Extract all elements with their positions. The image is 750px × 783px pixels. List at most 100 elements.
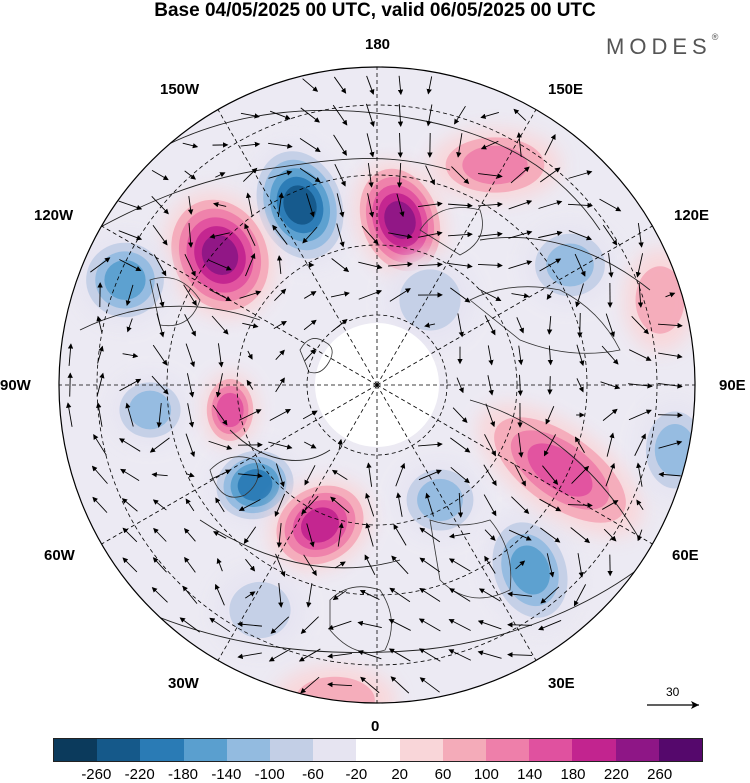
wind-arrow <box>448 262 473 269</box>
wind-arrow <box>119 259 142 271</box>
wind-arrow <box>152 557 167 573</box>
colorbar-swatch <box>356 739 400 761</box>
wind-arrow <box>213 531 227 539</box>
low-anomaly <box>384 254 476 346</box>
lon-label-150e: 150E <box>548 81 584 98</box>
meridian-line <box>101 225 378 386</box>
wind-arrow <box>367 193 375 218</box>
wind-arrow <box>304 441 317 449</box>
wind-arrow <box>360 676 380 694</box>
high-anomaly <box>202 372 258 448</box>
lon-label-60e: 60E <box>672 547 699 564</box>
wind-arrow <box>269 110 291 120</box>
wind-arrow <box>448 532 471 539</box>
wind-arrow <box>477 619 502 630</box>
wind-arrow <box>605 313 615 338</box>
colorbar-tick-label: -260 <box>81 766 112 783</box>
wind-arrow <box>242 322 259 329</box>
wind-arrow <box>478 588 501 602</box>
wind-arrow <box>606 432 615 457</box>
wind-arrow <box>303 319 317 331</box>
height-anomaly-field <box>77 129 695 703</box>
wind-arrow <box>575 283 584 308</box>
wind-arrow <box>484 555 496 574</box>
wind-arrow <box>151 196 169 215</box>
colorbar-tick-label: -140 <box>211 766 242 783</box>
wind-arrow <box>272 224 288 245</box>
wind-arrow <box>299 137 321 153</box>
wind-arrow <box>240 112 260 119</box>
wind-arrow <box>507 591 532 597</box>
colorbar-tick-label: -220 <box>124 766 155 783</box>
wind-arrow <box>393 523 407 546</box>
wind-arrow <box>208 440 233 450</box>
wind-arrow <box>187 223 194 248</box>
wind-arrow <box>418 648 441 662</box>
wind-arrow <box>216 558 223 572</box>
wind-arrow <box>546 316 553 335</box>
wind-arrow <box>516 317 524 334</box>
wind-arrow <box>245 558 256 572</box>
wind-arrow <box>426 76 433 95</box>
wind-arrow <box>396 492 403 517</box>
wind-arrow <box>396 193 405 218</box>
wind-arrow <box>153 254 167 277</box>
colorbar-tick-label: 180 <box>560 766 586 783</box>
lon-label-30e: 30E <box>548 675 575 692</box>
lon-label-30w: 30W <box>168 675 199 692</box>
wind-arrow <box>637 282 644 308</box>
coastlines <box>149 207 621 653</box>
wind-arrow <box>300 616 319 634</box>
wind-arrow <box>306 523 315 548</box>
wind-arrow <box>365 103 375 127</box>
wind-arrow <box>450 466 470 484</box>
meridian-line <box>376 109 537 386</box>
high-anomaly <box>163 190 277 320</box>
wind-arrow <box>540 527 561 543</box>
wind-arrow <box>419 677 440 693</box>
wind-arrow <box>484 315 496 336</box>
wind-arrow <box>450 437 471 453</box>
colorbar-tick-label: -100 <box>254 766 285 783</box>
wind-arrow <box>182 585 198 604</box>
wind-arrow <box>298 648 321 662</box>
wind-arrow <box>209 289 232 301</box>
wind-arrow <box>608 253 614 278</box>
wind-arrow <box>156 403 162 428</box>
wind-arrow <box>508 260 533 270</box>
wind-arrow <box>276 523 282 548</box>
colorbar-swatch <box>54 739 98 761</box>
wind-arrow <box>364 554 376 576</box>
wind-arrow <box>397 103 404 127</box>
wind-arrow <box>186 373 195 398</box>
wind-arrow <box>337 522 344 547</box>
wind-arrow <box>629 349 652 361</box>
wind-arrow <box>477 650 502 659</box>
wind-arrow <box>628 409 652 421</box>
wind-arrow <box>602 224 618 246</box>
wind-arrow <box>508 230 533 239</box>
contour-line <box>229 429 331 461</box>
wind-arrow <box>391 555 409 575</box>
colorbar-tick-label: -180 <box>167 766 199 783</box>
lon-label-90e: 90E <box>719 377 746 394</box>
wind-arrow <box>542 465 559 486</box>
wind-arrow <box>268 142 293 149</box>
wind-arrow <box>120 468 140 482</box>
lon-label-90w: 90W <box>0 377 31 394</box>
wind-arrow <box>245 253 256 277</box>
wind-arrow <box>92 496 108 513</box>
lon-label-120e: 120E <box>674 207 710 224</box>
map-boundary <box>58 66 696 704</box>
wind-arrow <box>126 318 133 333</box>
wind-arrow <box>546 290 554 300</box>
wind-arrow <box>483 464 497 487</box>
colorbar <box>53 738 703 762</box>
wind-arrow <box>184 170 197 180</box>
wind-arrow <box>152 344 168 366</box>
wind-arrow <box>657 412 683 418</box>
wind-arrow <box>336 193 345 218</box>
wind-arrow <box>183 528 196 542</box>
wind-arrow <box>480 112 499 119</box>
wind-arrow <box>448 558 471 572</box>
